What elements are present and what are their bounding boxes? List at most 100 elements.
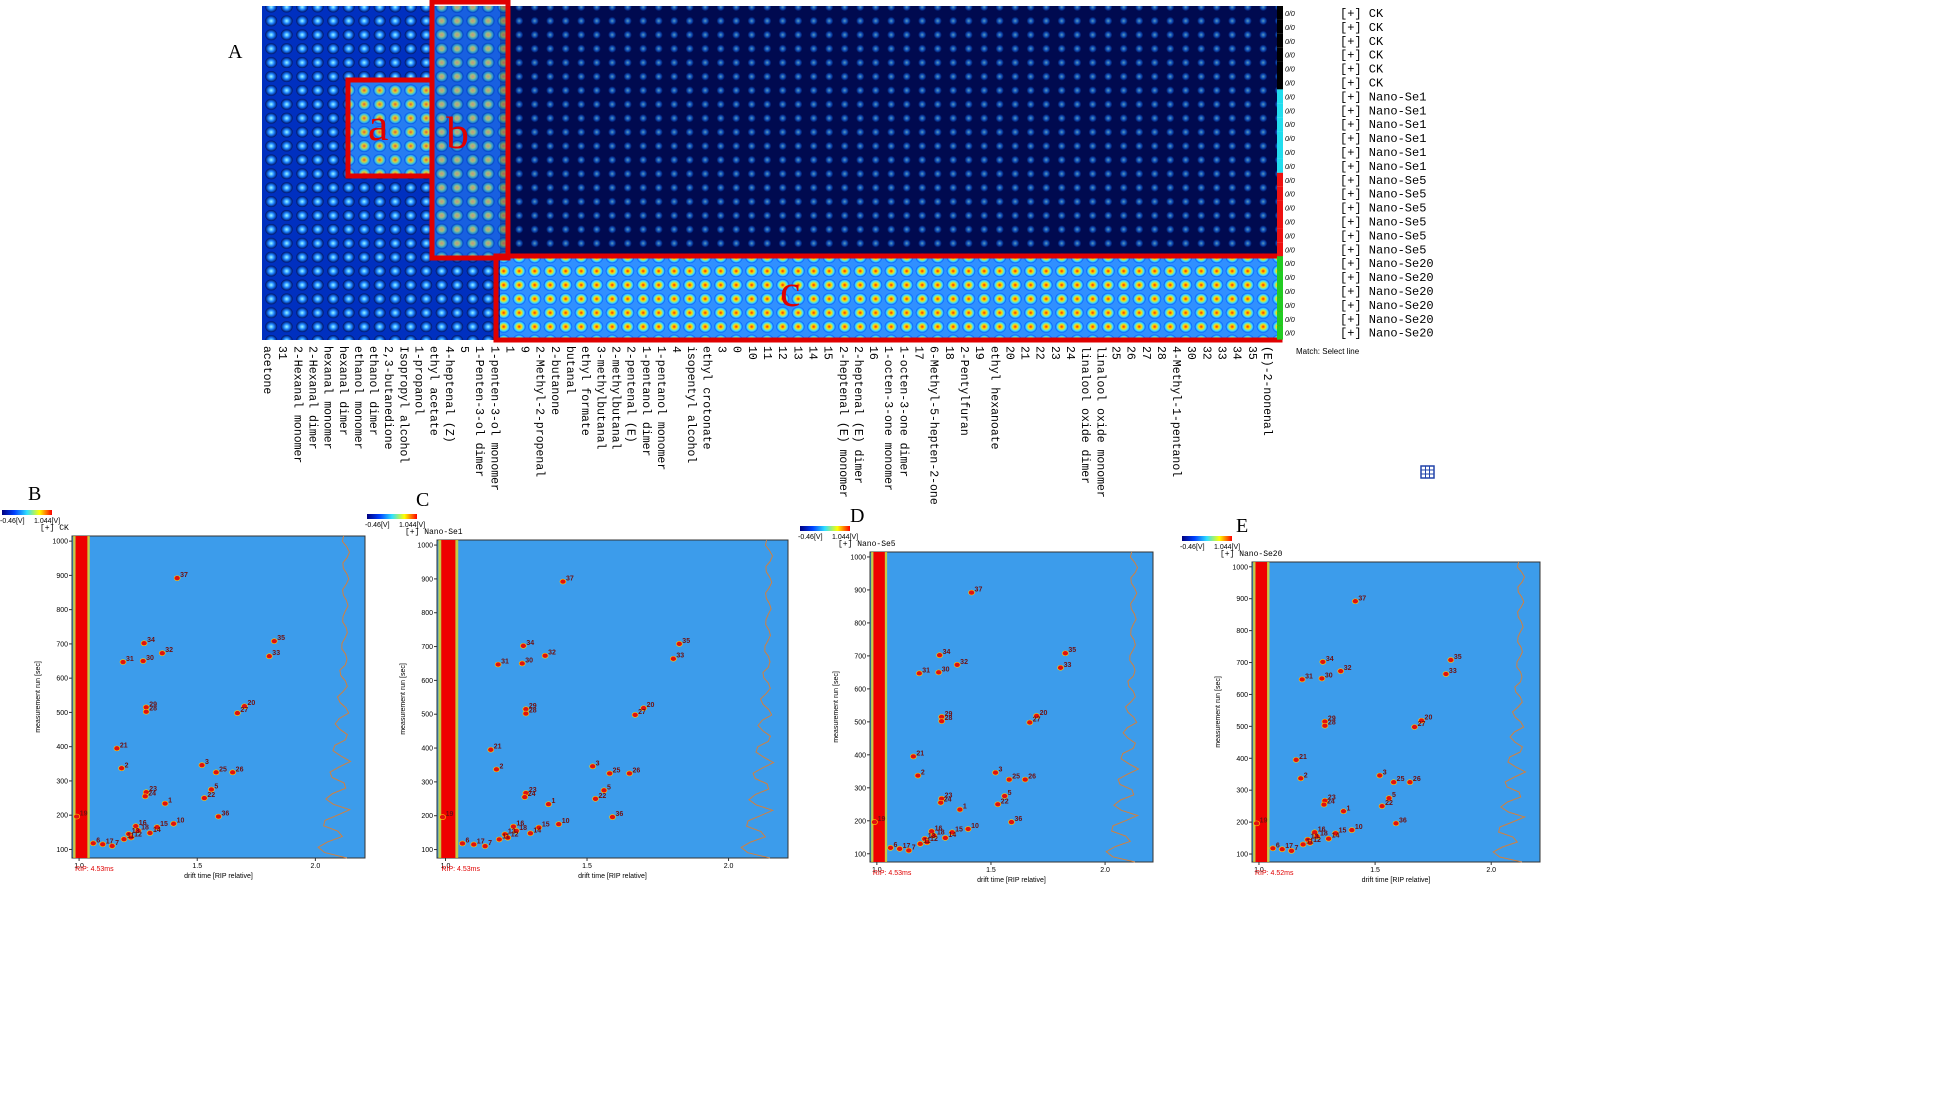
peak-label: 29 [1328,716,1336,723]
peak-label: 3 [999,767,1003,774]
group-color [1277,89,1283,104]
peak-label: 15 [1339,827,1347,834]
peak [1021,776,1029,783]
peak [266,653,273,660]
peak [916,841,924,847]
group-color [1277,131,1283,145]
peak [1390,779,1397,786]
colorbar-label: -0.46[V] [1180,544,1205,551]
peak-label: 37 [1358,595,1366,602]
peak-label: 35 [682,638,690,645]
region-label: a [368,99,388,150]
peak-label: 26 [236,766,244,773]
compound-label: 17 [912,346,925,360]
peak-label: 30 [525,657,533,664]
peak-label: 21 [494,744,502,751]
group-color [1277,256,1283,271]
peak [201,795,208,801]
compound-label: 1-propanol [412,346,425,415]
peak-label: 2 [1304,772,1308,779]
peak [153,824,161,830]
x-tick-label: 1.5 [582,863,592,870]
peak-label: 34 [943,649,951,656]
peak-label: 7 [1294,845,1298,852]
peak [1026,719,1034,726]
y-tick-label: 300 [854,785,866,792]
peak-label: 16 [935,825,943,832]
compound-label: 3-methylbutanal [593,346,606,450]
y-tick-label: 400 [854,752,866,759]
sample-label: [+] Nano-Se5 [1340,216,1426,230]
sample-label: [+] Nano-Se20 [1340,313,1434,327]
peak [439,814,446,820]
compound-label: 14 [805,346,818,360]
compound-label: 22 [1033,346,1046,360]
compound-label: acetone [260,346,273,394]
peak-label: 30 [146,655,154,662]
y-tick-label: 900 [56,573,68,580]
x-axis-label: drift time [RIP relative] [1362,877,1431,884]
compound-label: 13 [790,346,803,360]
y-tick-label: 200 [854,818,866,825]
rip-label: RIP: 4.53ms [75,866,114,873]
peak [134,827,142,834]
peak [241,703,248,710]
compound-label: 28 [1154,346,1167,360]
y-tick-label: 500 [56,710,68,717]
row-value: 0/0 [1285,67,1295,74]
y-tick-label: 700 [421,644,433,651]
rip-band [441,540,456,858]
peak-label: 20 [247,700,255,707]
colorbar [800,526,850,531]
heatmap-right [500,6,1277,256]
match-text: Match: Select line [1296,347,1360,356]
peak [118,765,125,772]
peak [161,800,169,807]
peak-label: 13 [132,828,140,835]
sample-label: [+] Nano-Se1 [1340,146,1426,160]
group-color [1277,19,1283,34]
compound-label: 4-heptenal (Z) [442,346,455,443]
peak [158,650,166,656]
sample-label: [+] Nano-Se1 [1340,118,1426,132]
peak [510,823,517,830]
peak [1299,841,1307,848]
peak-label: 15 [160,821,168,828]
row-value: 0/0 [1285,81,1295,88]
peak-label: 5 [214,783,218,790]
compound-label: 25 [1108,346,1121,360]
row-value: 0/0 [1285,122,1295,129]
peak-label: 26 [632,767,640,774]
topo-plot: B -0.46[V] 1.044[V][+] CK 1.0 1.5 2.0 100 200 30… [0,483,366,880]
peak-label: 11 [923,838,931,845]
peak-label: 19 [878,816,886,823]
compound-label: 35 [1245,346,1258,360]
peak-label: 32 [548,650,556,657]
peak [592,795,599,802]
peak [871,819,878,825]
peak [640,705,647,711]
peak [1253,820,1260,827]
peak [545,801,552,808]
peak-label: 14 [1332,833,1340,840]
compound-label: 32 [1199,346,1212,360]
x-tick-label: 1.0 [872,867,882,874]
peak-label: 24 [528,791,536,798]
peak-label: 26 [1413,776,1421,783]
peak-label: 16 [516,821,524,828]
peak-label: 29 [529,703,537,710]
peak-label: 24 [944,797,952,804]
x-tick-label: 1.0 [1254,867,1264,874]
peak-label: 22 [1001,798,1009,805]
peak [520,643,527,649]
peak-label: 32 [1344,665,1352,672]
peak [142,708,150,715]
y-tick-label: 600 [421,678,433,685]
topo-plot: C -0.46[V] 1.044[V][+] Nano-Se1 1.0 1.5 2.0 10… [365,489,789,880]
peak [127,834,135,841]
peak-label: 7 [912,844,916,851]
peak-label: 10 [562,818,570,825]
group-color [1277,75,1283,90]
y-tick-label: 800 [421,610,433,617]
compound-label: 31 [275,346,288,360]
